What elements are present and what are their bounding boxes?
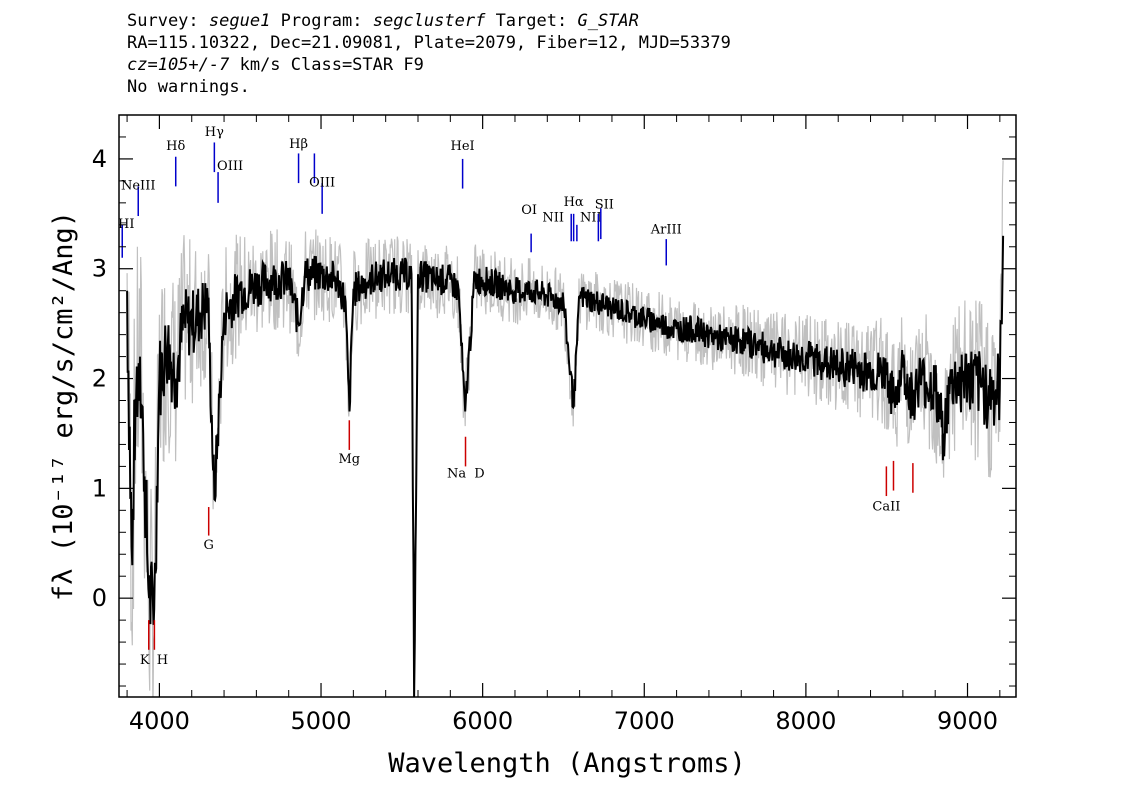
header-line-survey: Survey: segue1 Program: segclusterf Targ… [127,11,639,31]
survey-value: segue1 [208,11,271,31]
axis-ticks: 4000 5000 6000 7000 8000 9000 0 1 2 3 4 [92,115,1016,735]
header-line-warnings: No warnings. [127,77,250,97]
emission-line-label: OI [521,203,537,218]
emission-line-label: OIII [309,175,335,190]
x-axis-title: Wavelength (Angstroms) [388,748,746,779]
emission-line-label: Hγ [205,125,224,140]
absorption-line-label: D [474,466,484,481]
error-band [126,160,1004,697]
emission-line-label: Hα [564,195,584,210]
x-tick-label: 6000 [452,707,513,735]
spectral-line-markers: HINeIIIHδHγOIIIHβOIIIHeIOINIIHαNIISIIArI… [118,125,914,668]
emission-line-label: NeIII [121,179,155,194]
y-tick-label: 1 [92,474,107,502]
absorption-line-label: Na [447,466,466,481]
x-tick-label: 9000 [937,707,998,735]
x-tick-label: 4000 [129,707,190,735]
flux-series [126,235,1005,697]
spectrum-header: Survey: segue1 Program: segclusterf Targ… [127,10,731,98]
plot-frame [118,114,1017,698]
y-tick-label: 0 [92,584,107,612]
emission-line-label: SII [595,197,614,212]
emission-line-label: HeI [451,139,475,154]
absorption-line-label: Mg [338,452,360,467]
x-tick-label: 5000 [290,707,351,735]
program-value: segclusterf [372,11,486,31]
y-axis-title: fλ (10⁻¹⁷ erg/s/cm²/Ang) [48,211,79,601]
x-tick-label: 7000 [614,707,675,735]
y-tick-label: 3 [92,255,107,283]
emission-line-label: NII [542,211,564,226]
y-tick-label: 4 [92,145,107,173]
error-spectrum-line [126,160,1004,697]
header-line-coords: RA=115.10322, Dec=21.09081, Plate=2079, … [127,33,731,53]
absorption-line-label: K [140,653,150,668]
class-value: km/s Class=STAR F9 [229,55,424,75]
emission-line-label: OIII [217,159,243,174]
header-line-redshift: cz=105+/-7 km/s Class=STAR F9 [127,54,731,76]
emission-line-label: Hδ [166,139,185,154]
emission-line-label: HI [118,217,134,232]
emission-line-label: Hβ [289,137,308,152]
x-tick-label: 8000 [775,707,836,735]
absorption-line-label: H [157,653,168,668]
y-tick-label: 2 [92,365,107,393]
target-value: G_STAR [577,11,639,31]
absorption-line-label: CaII [872,499,900,514]
redshift-value: cz=105+/-7 [127,55,230,75]
emission-line-label: ArIII [650,223,682,238]
flux-spectrum-line [126,235,1005,697]
emission-line-label: NII [580,211,602,226]
absorption-line-label: G [204,538,214,553]
